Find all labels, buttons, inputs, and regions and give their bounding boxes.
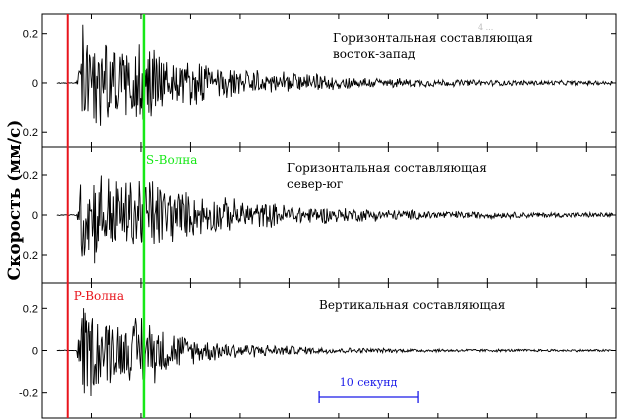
scale-bar: 10 секунд: [318, 376, 419, 403]
panel-2: 0.2 0 0.2 Горизонтальная составляющая север-…: [23, 146, 617, 284]
scale-bar-label: 10 секунд: [340, 376, 398, 389]
p-wave-label: P-Волна: [74, 289, 124, 303]
y-tick-label: 0.2: [23, 170, 38, 182]
panels-group: 0.2 0 0.2 Горизонтальная составляющая восток…: [19, 13, 617, 419]
top-right-note-text: 4 ...: [478, 23, 493, 32]
y-tick-label: 0: [32, 210, 38, 222]
y-tick-label: 0: [32, 346, 38, 358]
panel-label: Вертикальная составляющая: [319, 298, 505, 312]
y-tick-label: 0.2: [23, 250, 38, 262]
seismogram-trace: [56, 24, 614, 126]
panel-label: север-юг: [287, 177, 343, 191]
y-tick-label: -0.2: [19, 388, 38, 400]
y-tick-label: 0: [32, 78, 38, 90]
panel-label: восток-запад: [333, 47, 415, 61]
seismogram-trace: [56, 308, 614, 397]
panel-label: Горизонтальная составляющая: [333, 31, 533, 45]
panel-label: Горизонтальная составляющая: [287, 161, 487, 175]
wave-markers: P-Волна S-Волна 10 секунд: [66, 14, 419, 418]
y-tick-label: 0.2: [23, 303, 38, 315]
top-right-note: 4 ...: [478, 23, 493, 32]
panel-1: 0.2 0 0.2 Горизонтальная составляющая восток…: [23, 13, 617, 148]
y-tick-label: 0.2: [23, 127, 38, 139]
y-tick-label: 0.2: [23, 29, 38, 41]
s-wave-label: S-Волна: [146, 153, 198, 167]
seismogram-trace: [56, 171, 614, 264]
panel-3: 0.2 0 -0.2 Вертикальная составляющая: [19, 282, 617, 419]
y-axis-label: Скорость (мм/с): [5, 120, 25, 281]
